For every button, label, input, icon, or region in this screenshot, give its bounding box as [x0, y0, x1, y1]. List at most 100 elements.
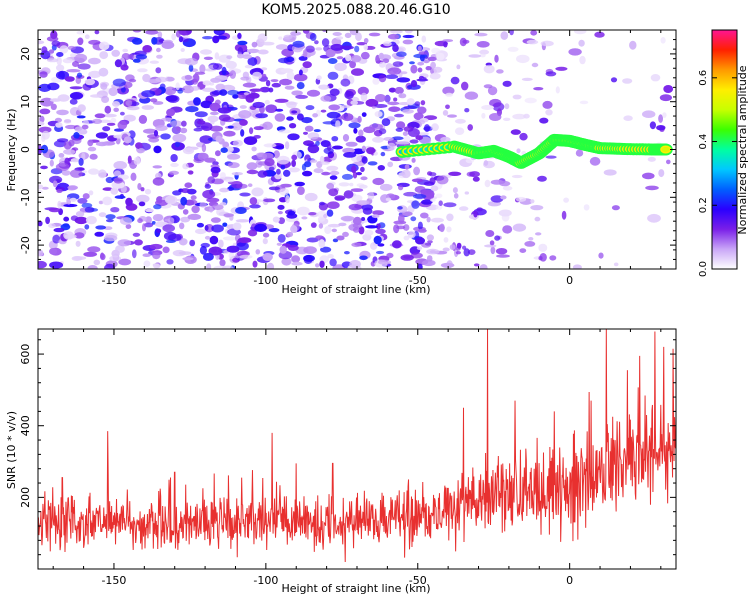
spectrogram-noise-blob [373, 104, 388, 108]
spectrogram-xtick-label: -50 [409, 274, 427, 287]
spectrogram-noise-blob [286, 71, 295, 81]
spectrogram-noise-blob [343, 190, 354, 199]
spectrogram-noise-blob [325, 49, 336, 58]
spectrogram-noise-blob [92, 118, 103, 124]
spectrogram-noise-blob [656, 125, 666, 131]
spectrogram-noise-blob [88, 168, 100, 175]
spectrogram-noise-blob [66, 196, 72, 205]
spectrogram-noise-blob [398, 93, 407, 99]
spectrogram-noise-blob [383, 41, 392, 47]
spectrogram-noise-blob [75, 211, 85, 217]
spectrogram-noise-blob [409, 61, 415, 65]
spectrogram-noise-blob [200, 100, 213, 109]
spectrogram-noise-blob [411, 157, 416, 163]
spectrogram-noise-blob [445, 104, 450, 110]
spectrogram-noise-blob [344, 251, 350, 255]
spectrogram-noise-blob [327, 223, 341, 228]
spectrogram-noise-blob [94, 113, 106, 119]
spectrogram-noise-blob [589, 156, 601, 166]
spectrogram-noise-blob [603, 169, 617, 176]
spectrogram-noise-blob [209, 125, 223, 132]
spectrogram-noise-blob [294, 181, 306, 187]
spectrogram-noise-blob [165, 239, 176, 243]
spectrogram-noise-blob [244, 64, 254, 69]
spectrogram-noise-blob [178, 30, 192, 36]
spectrogram-noise-blob [100, 252, 105, 260]
spectrogram-noise-blob [326, 209, 334, 217]
spectrogram-noise-blob [46, 58, 59, 63]
spectrogram-noise-blob [421, 242, 431, 248]
spectrogram-noise-blob [360, 92, 368, 102]
spectrogram-noise-blob [287, 133, 300, 141]
spectrogram-noise-blob [307, 132, 320, 140]
spectrogram-noise-blob [279, 197, 287, 203]
spectrogram-noise-blob [435, 193, 443, 199]
spectrogram-noise-blob [377, 165, 385, 171]
spectrogram-noise-blob [223, 213, 234, 218]
spectrogram-noise-blob [255, 113, 268, 119]
spectrogram-noise-blob [48, 223, 56, 229]
spectrogram-noise-blob [440, 136, 451, 143]
spectrogram-noise-blob [472, 176, 480, 182]
spectrogram-noise-blob [104, 263, 116, 269]
spectrogram-noise-blob [365, 225, 379, 229]
spectrogram-noise-blob [53, 227, 65, 233]
spectrogram-noise-blob [55, 163, 70, 171]
spectrogram-noise-blob [343, 152, 357, 158]
spectrogram-noise-blob [479, 53, 486, 58]
spectrogram-noise-blob [84, 206, 95, 213]
spectrogram-noise-blob [252, 260, 258, 268]
spectrogram-noise-blob [540, 40, 554, 47]
spectrogram-noise-blob [351, 194, 363, 202]
spectrogram-noise-blob [125, 100, 133, 106]
spectrogram-noise-blob [110, 207, 120, 213]
spectrogram-noise-blob [629, 40, 637, 50]
spectrogram-noise-blob [109, 255, 121, 262]
colorbar: 0.0 0.2 0.4 0.6 Normalized spectral amplitu… [698, 29, 749, 277]
spectrogram-noise-blob [305, 45, 315, 53]
spectrogram-noise-blob [194, 71, 206, 75]
spectrogram-noise-blob [392, 240, 402, 249]
spectrogram-noise-blob [201, 143, 207, 153]
spectrogram-noise-blob [126, 105, 140, 111]
spectrogram-noise-blob [650, 74, 661, 82]
spectrogram-noise-blob [549, 255, 557, 261]
spectrogram-noise-blob [526, 39, 539, 45]
spectrogram-noise-blob [199, 245, 207, 255]
spectrogram-noise-blob [327, 254, 334, 259]
spectrogram-noise-blob [430, 61, 436, 69]
spectrogram-noise-blob [611, 205, 620, 211]
spectrogram-noise-blob [436, 175, 449, 185]
spectrogram-noise-blob [81, 202, 93, 209]
spectrogram-noise-blob [436, 52, 445, 61]
spectrogram-noise-blob [545, 155, 557, 159]
snr-xlabel: Height of straight line (km) [281, 582, 430, 595]
spectrogram-noise-blob [87, 139, 94, 147]
spectrogram-noise-blob [410, 80, 418, 88]
spectrogram-noise-blob [318, 84, 330, 90]
spectrogram-noise-blob [335, 36, 344, 40]
spectrogram-noise-blob [361, 112, 367, 117]
spectrogram-noise-blob [77, 37, 84, 46]
spectrogram-noise-blob [257, 49, 269, 55]
spectrogram-noise-blob [440, 262, 455, 268]
spectrogram-noise-blob [48, 49, 55, 54]
spectrogram-noise-blob [499, 180, 511, 187]
spectrogram-noise-blob [531, 62, 539, 68]
spectrogram-noise-blob [410, 216, 417, 222]
spectrogram-noise-blob [38, 260, 47, 269]
spectrogram-noise-blob [315, 235, 325, 240]
spectrogram-noise-blob [243, 136, 258, 146]
spectrogram-noise-blob [175, 30, 181, 38]
spectrogram-noise-blob [290, 225, 298, 234]
spectrogram-xtick-label: -100 [253, 274, 278, 287]
spectrogram-noise-blob [479, 264, 488, 269]
spectrogram-noise-blob [320, 161, 330, 165]
snr-xtick-label: -100 [253, 574, 278, 587]
spectrogram-noise-blob [64, 119, 72, 123]
spectrogram-noise-blob [279, 188, 290, 196]
spectrogram-noise-blob [261, 41, 275, 46]
spectrogram-noise-blob [301, 163, 307, 171]
spectrogram-noise-blob [297, 186, 305, 196]
spectrogram-noise-blob [210, 120, 215, 125]
